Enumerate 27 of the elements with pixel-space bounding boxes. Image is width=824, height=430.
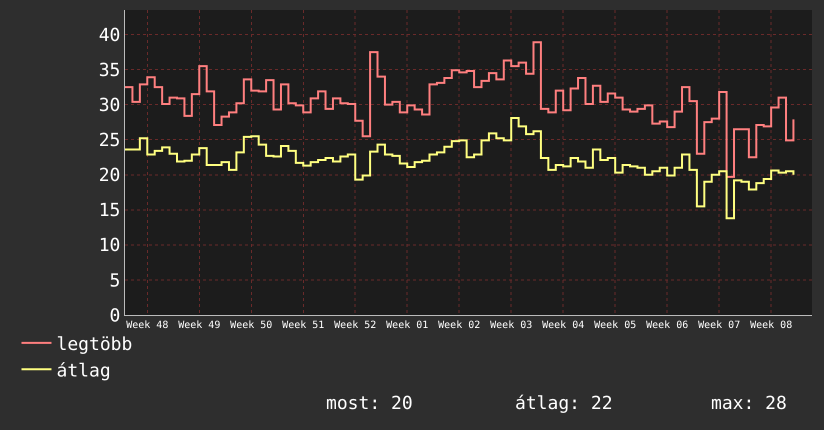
- x-tick-label: Week 03: [490, 320, 532, 331]
- y-tick-label: 20: [98, 165, 120, 186]
- legend-label: átlag: [56, 360, 111, 382]
- text: max: 28: [711, 393, 787, 414]
- y-tick-label: 5: [110, 270, 120, 292]
- x-tick-label: Week 01: [386, 320, 428, 331]
- x-tick-label: Week 06: [646, 320, 688, 331]
- x-tick-label: Week 49: [178, 320, 220, 331]
- x-tick-label: Week 51: [282, 320, 324, 331]
- legend-label: legtöbb: [56, 334, 132, 355]
- y-tick-label: 30: [98, 94, 120, 116]
- x-tick-label: Week 04: [542, 320, 584, 331]
- x-tick-label: Week 07: [698, 320, 740, 331]
- y-tick-label: 10: [98, 235, 120, 256]
- y-tick-label: 15: [98, 200, 120, 222]
- x-tick-label: Week 50: [230, 320, 272, 331]
- y-tick-label: 25: [98, 130, 120, 152]
- text: most: 20: [326, 393, 413, 414]
- text: átlag: 22: [515, 393, 613, 414]
- y-tick-label: 35: [98, 60, 120, 81]
- y-tick-label: 40: [98, 24, 120, 46]
- x-tick-label: Week 48: [126, 320, 168, 331]
- x-tick-label: Week 05: [594, 320, 636, 331]
- x-tick-label: Week 52: [334, 320, 376, 331]
- x-tick-label: Week 02: [438, 320, 480, 331]
- x-tick-label: Week 08: [750, 320, 792, 331]
- y-tick-label: 0: [110, 305, 120, 326]
